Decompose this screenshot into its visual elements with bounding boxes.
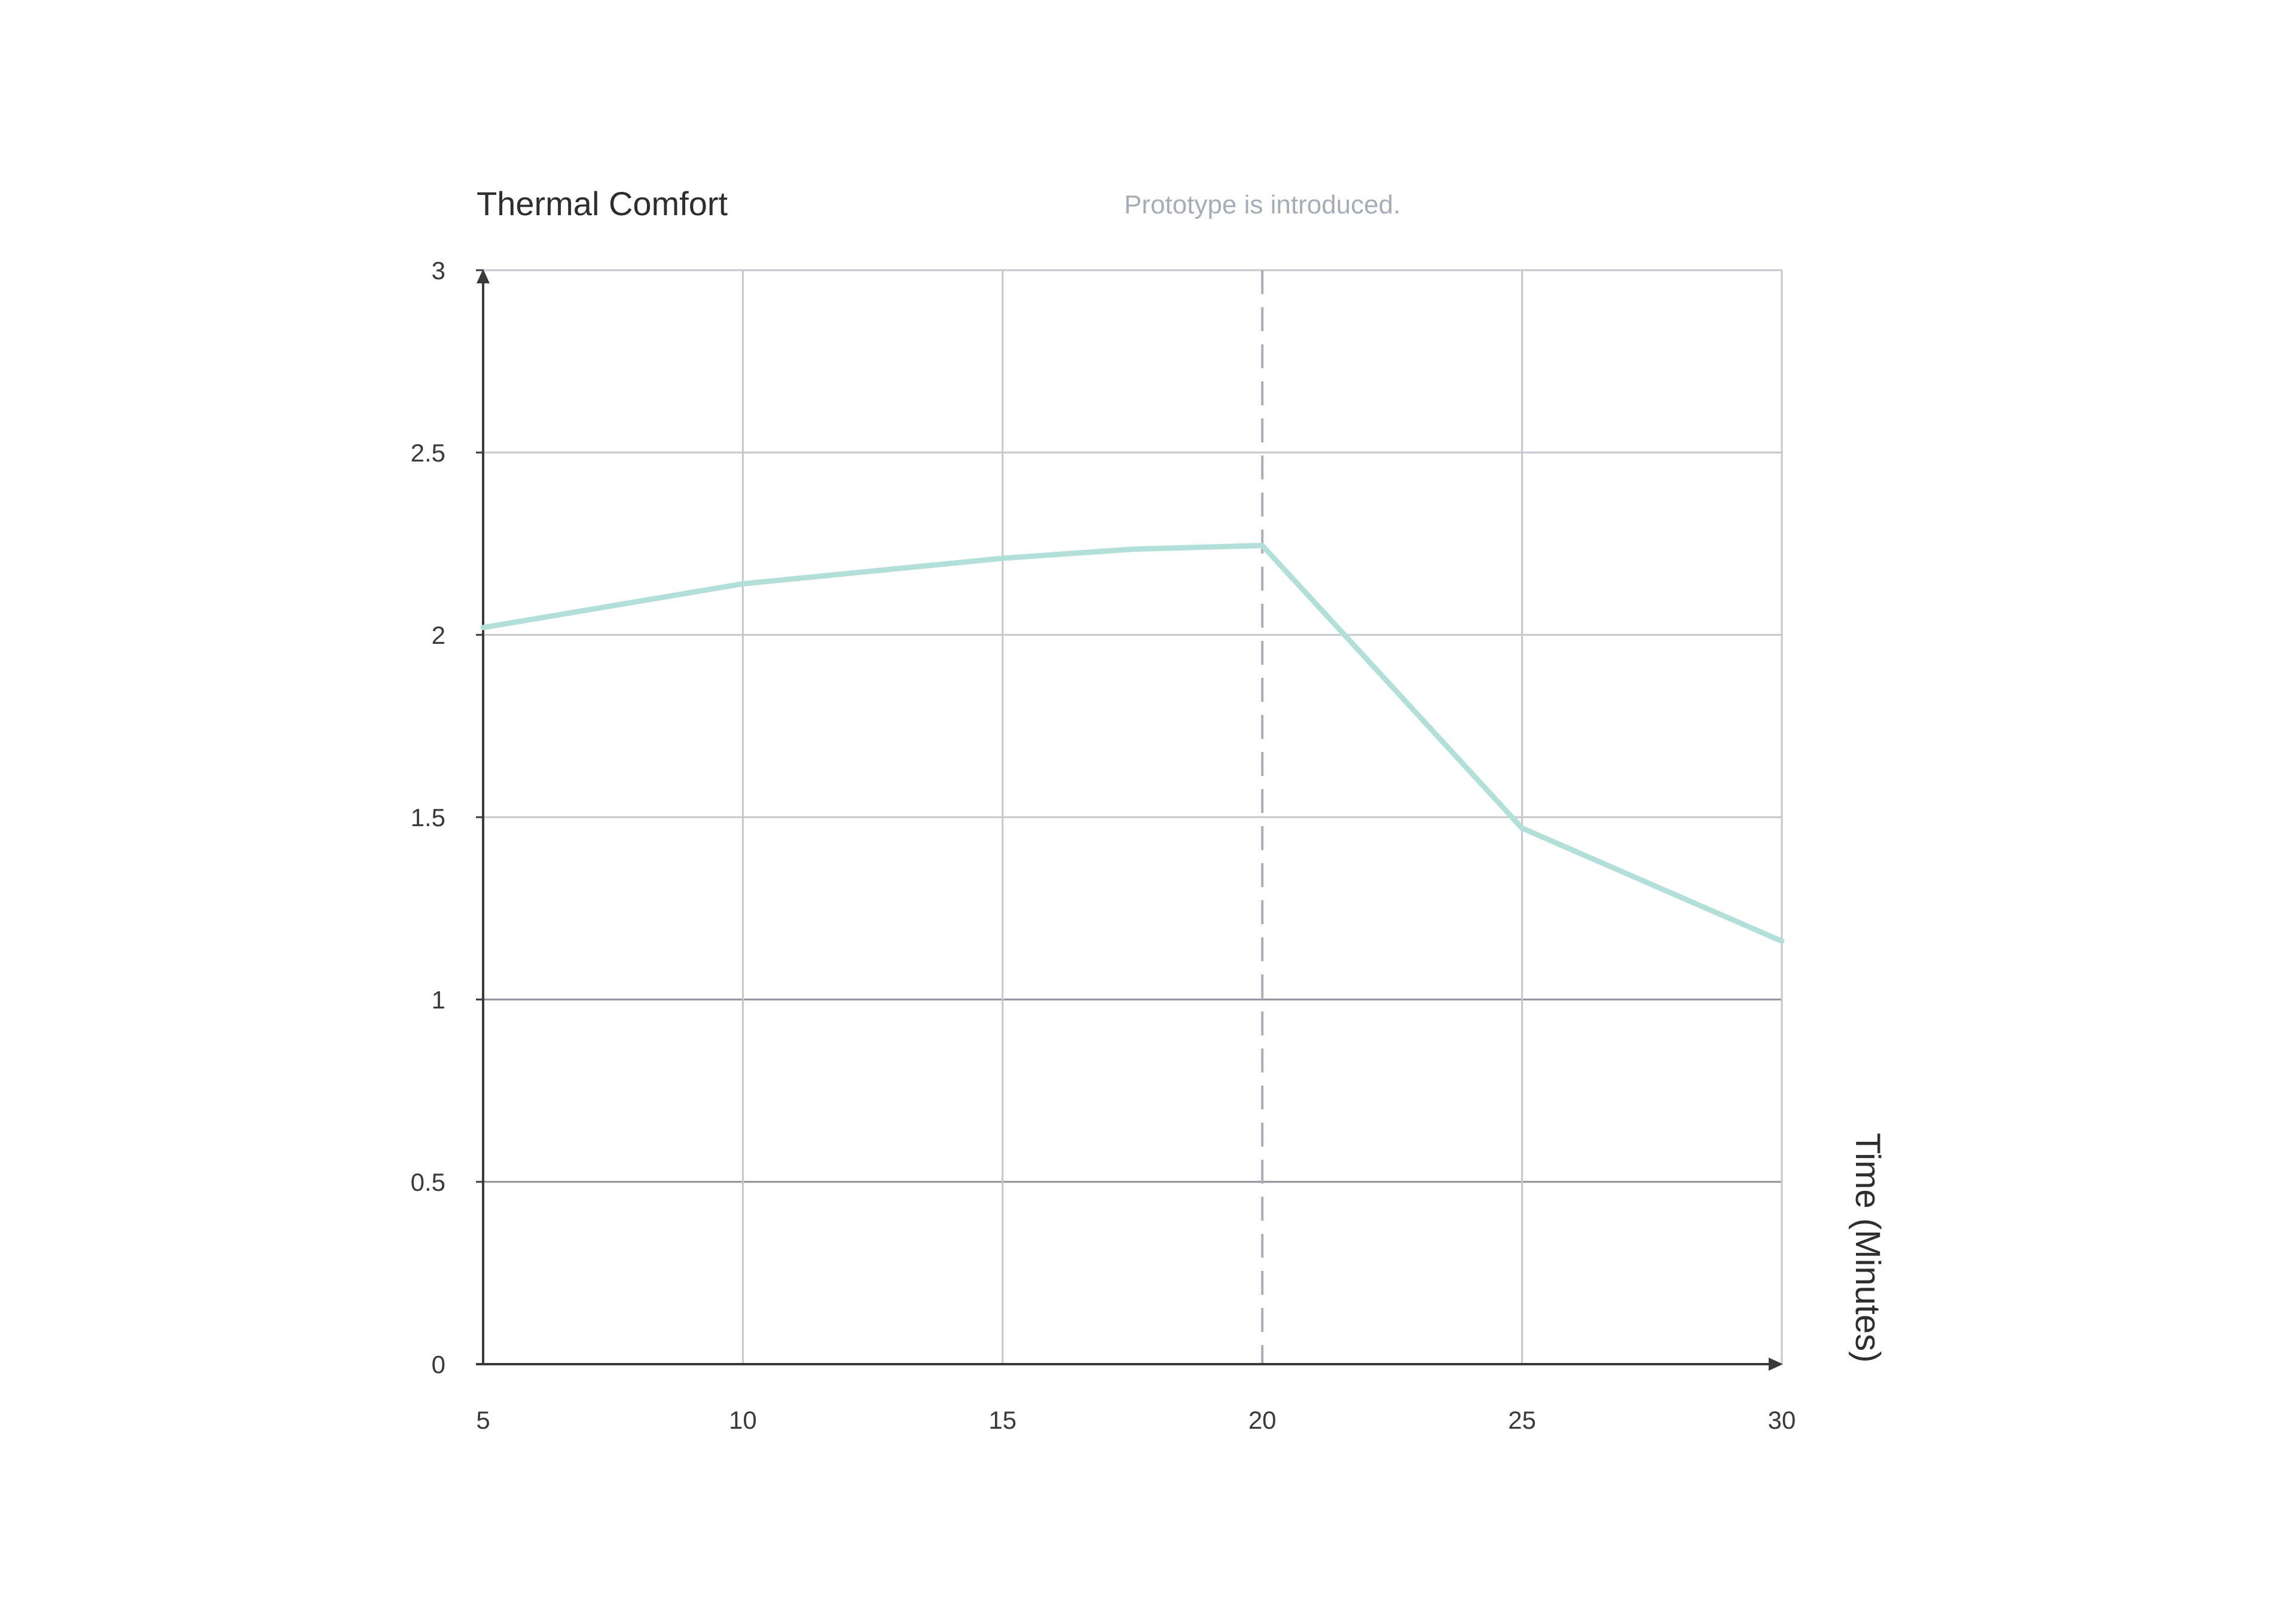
y-axis-title: Thermal Comfort <box>477 185 728 222</box>
y-tick-label-1: 0.5 <box>411 1168 445 1196</box>
x-axis-arrow <box>1769 1358 1783 1371</box>
axes <box>476 269 1783 1371</box>
y-tick-label-5: 2.5 <box>411 439 445 467</box>
y-tick-label-6: 3 <box>432 256 445 285</box>
annotation-text: Prototype is introduced. <box>1124 190 1400 219</box>
grid <box>483 269 1783 1364</box>
x-tick-label-4: 25 <box>1508 1406 1536 1434</box>
x-axis-title: Time (Minutes) <box>1848 1133 1887 1363</box>
x-tick-label-1: 10 <box>729 1406 757 1434</box>
y-tick-label-3: 1.5 <box>411 803 445 832</box>
y-tick-label-4: 2 <box>432 621 445 649</box>
y-tick-label-0: 0 <box>432 1350 445 1379</box>
series-line-0 <box>480 543 1785 944</box>
series-layer <box>480 543 1785 944</box>
y-axis-arrow <box>477 269 490 283</box>
x-tick-label-0: 5 <box>476 1406 490 1434</box>
x-tick-label-3: 20 <box>1248 1406 1277 1434</box>
x-tick-label-5: 30 <box>1768 1406 1796 1434</box>
y-tick-label-2: 1 <box>432 986 445 1014</box>
x-tick-label-2: 15 <box>988 1406 1016 1434</box>
tick-labels: 0 0.5 1 1.5 2 2.5 3 5 10 15 20 25 30 <box>411 256 1796 1434</box>
